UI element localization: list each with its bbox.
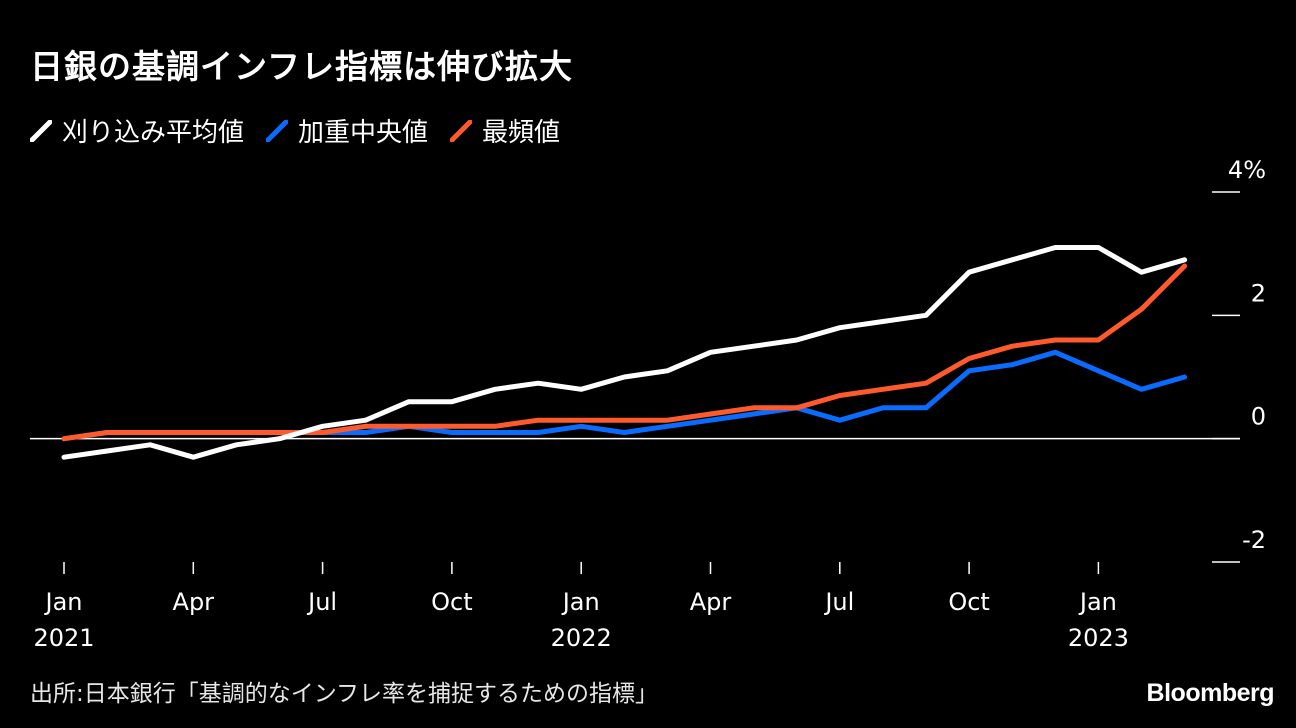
x-tick-label: Jul [306, 588, 337, 616]
chart-title: 日銀の基調インフレ指標は伸び拡大 [30, 47, 574, 86]
x-tick-label: Oct [948, 588, 990, 616]
x-tick-label: Jan [1078, 588, 1117, 616]
x-tick-label: Jan [561, 588, 600, 616]
legend-swatch-icon [266, 119, 289, 142]
legend-swatch-icon [30, 119, 52, 142]
series-line-trimmed-mean [61, 245, 1188, 460]
source-note: 出所:日本銀行「基調的なインフレ率を捕捉するための指標」 [30, 681, 659, 707]
x-tick-label: Jan [44, 588, 83, 616]
x-tick-year-label: 2021 [33, 624, 94, 652]
legend-label-trimmed-mean: 刈り込み平均値 [62, 118, 245, 148]
x-tick-label: Apr [690, 588, 732, 616]
legend-item-weighted-median: 加重中央値 [266, 112, 428, 149]
x-tick-label: Apr [173, 588, 215, 616]
legend: 刈り込み平均値 加重中央値 最頻値 [30, 112, 582, 149]
legend-swatch-line [30, 119, 52, 142]
legend-item-mode: 最頻値 [450, 112, 560, 149]
y-tick-label: 0 [1251, 403, 1266, 431]
legend-swatch-icon [450, 119, 473, 142]
y-tick-label: -2 [1242, 526, 1266, 554]
bloomberg-logo: Bloomberg [1146, 679, 1275, 707]
series-line-mode [61, 263, 1188, 442]
legend-swatch-line [450, 119, 473, 142]
x-tick-year-label: 2022 [551, 624, 612, 652]
series-line-weighted-median [61, 349, 1188, 442]
x-tick-label: Oct [431, 588, 473, 616]
legend-label-mode: 最頻値 [482, 118, 561, 148]
x-tick-label: Jul [823, 588, 854, 616]
legend-label-weighted-median: 加重中央値 [298, 118, 429, 148]
legend-item-trimmed-mean: 刈り込み平均値 [30, 112, 244, 149]
y-tick-label: 4% [1228, 156, 1266, 184]
legend-swatch-line [266, 119, 289, 142]
x-tick-year-label: 2023 [1068, 624, 1129, 652]
y-tick-label: 2 [1251, 279, 1266, 307]
